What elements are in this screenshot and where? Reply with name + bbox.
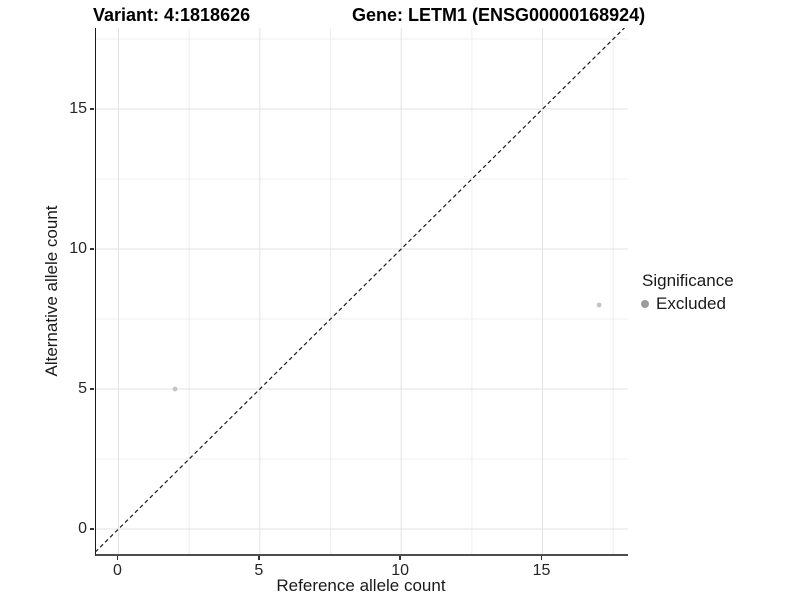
y-tick-label: 5 (78, 380, 87, 397)
x-tick-label: 5 (254, 562, 264, 579)
x-tick-label: 15 (532, 562, 551, 579)
x-tick-label: 0 (113, 562, 122, 579)
x-tick-mark (258, 556, 260, 560)
legend: Significance Excluded (637, 271, 734, 314)
y-axis-title: Alternative allele count (42, 205, 61, 377)
y-tick-mark (90, 388, 94, 390)
x-tick-mark (399, 556, 401, 560)
x-axis-title: Reference allele count (276, 576, 446, 595)
variant-title: Variant: 4:1818626 (93, 5, 251, 25)
legend-point-marker-icon (641, 300, 649, 308)
legend-item-label: Excluded (656, 294, 726, 313)
plot-area-svg (96, 28, 628, 554)
y-tick-label: 0 (78, 520, 87, 537)
x-tick-label: 10 (391, 562, 410, 579)
x-tick-mark (540, 556, 543, 560)
y-tick-label: 15 (69, 100, 87, 117)
y-tick-label: 10 (69, 240, 87, 257)
data-point (596, 302, 602, 308)
legend-title: Significance (642, 271, 734, 290)
gene-title: Gene: LETM1 (ENSG00000168924) (352, 5, 646, 25)
y-tick-mark (90, 528, 94, 530)
plot-panel (95, 28, 628, 556)
legend-item-excluded: Excluded (637, 294, 734, 314)
x-tick-mark (116, 556, 119, 560)
data-point (172, 386, 178, 392)
y-tick-mark (90, 108, 94, 110)
y-tick-mark (90, 248, 94, 250)
